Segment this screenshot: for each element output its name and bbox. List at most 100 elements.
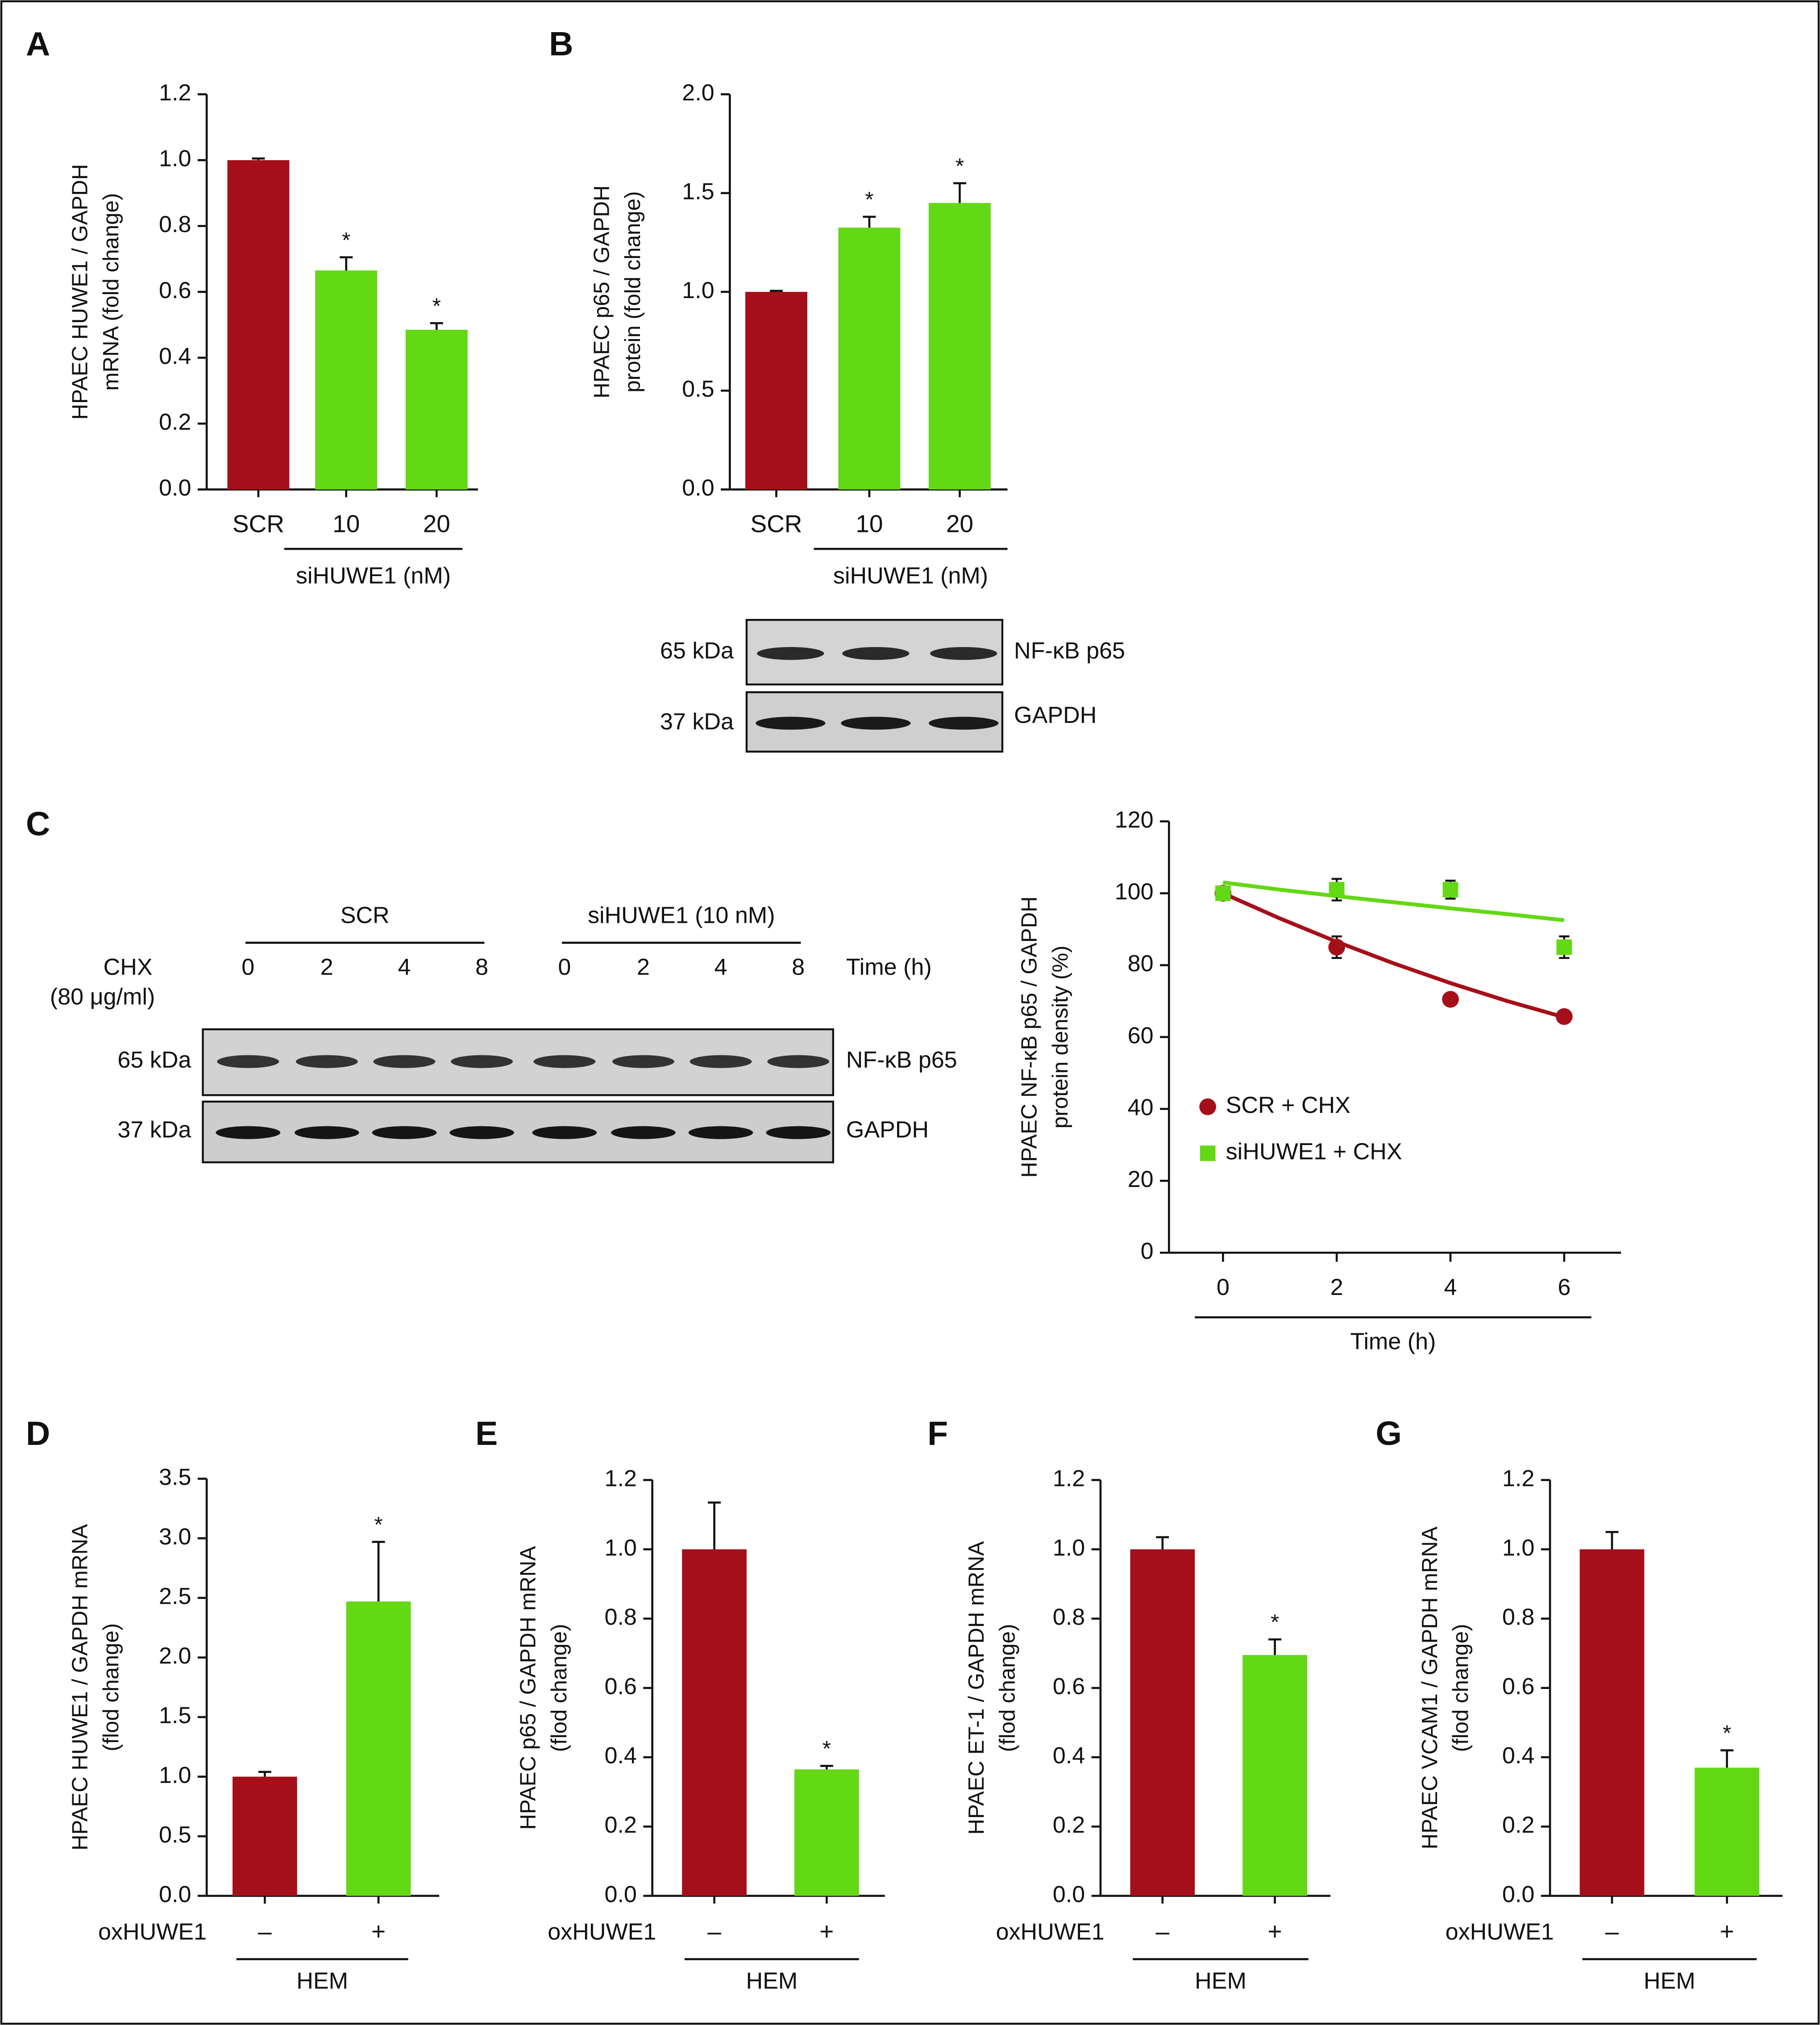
row-label: oxHUWE1 — [996, 1919, 1104, 1945]
group-label: HEM — [1644, 1968, 1695, 1994]
y-axis-label: mRNA (fold change) — [99, 193, 123, 391]
point — [1556, 939, 1572, 955]
blot-size: 37 kDa — [660, 709, 734, 734]
bar — [682, 1549, 747, 1896]
fit-curve — [1222, 880, 1565, 922]
legend-marker — [1200, 1145, 1216, 1161]
row-label: oxHUWE1 — [1446, 1919, 1554, 1945]
blot-band — [841, 717, 911, 730]
error-bar — [820, 1765, 833, 1770]
point — [1328, 938, 1345, 956]
x-tick-label: 20 — [946, 510, 973, 537]
y-tick-label: 0.6 — [1053, 1673, 1085, 1699]
point — [1442, 882, 1458, 898]
y-tick-label: 0.8 — [159, 212, 191, 237]
error-bar — [953, 182, 966, 203]
y-tick-label: 0.4 — [1502, 1743, 1534, 1769]
y-tick-label: 0.0 — [604, 1881, 636, 1907]
y-tick-label: 60 — [1128, 1023, 1154, 1049]
error-bar — [1156, 1536, 1169, 1550]
y-axis-label: (flod change) — [1448, 1624, 1473, 1752]
y-tick-label: 1.0 — [682, 278, 714, 303]
blot-band — [295, 1055, 358, 1068]
y-tick-label: 1.0 — [159, 1762, 191, 1788]
y-tick-label: 2.5 — [159, 1584, 191, 1610]
y-tick-label: 0.0 — [1053, 1881, 1085, 1907]
y-axis-label: protein (fold change) — [620, 191, 645, 392]
y-tick-label: 1.2 — [604, 1465, 636, 1491]
y-tick-label: 0.0 — [682, 475, 714, 501]
bar — [346, 1601, 411, 1896]
point — [1329, 882, 1345, 898]
y-tick-label: 1.0 — [159, 146, 191, 172]
error-bar — [1268, 1638, 1282, 1655]
y-tick-label: 0.4 — [1053, 1743, 1085, 1769]
blot-band — [756, 717, 826, 730]
y-tick-label: 1.2 — [1502, 1465, 1534, 1491]
y-axis-label: HPAEC HUWE1 / GAPDH mRNA — [67, 1524, 92, 1851]
blot-band — [928, 717, 999, 730]
fit-curve — [1222, 891, 1565, 1019]
x-tick-label: – — [1605, 1917, 1619, 1945]
lane-label: 2 — [637, 954, 650, 980]
y-tick-label: 80 — [1128, 951, 1154, 977]
y-tick-label: 0.6 — [604, 1673, 636, 1699]
significance-mark: * — [1723, 1721, 1731, 1746]
blot-band — [688, 1126, 753, 1139]
y-tick-label: 0.0 — [159, 475, 191, 501]
x-tick-label: SCR — [233, 510, 284, 537]
bar — [315, 270, 378, 490]
x-tick-label: 4 — [1444, 1274, 1457, 1300]
y-tick-label: 0.8 — [1053, 1604, 1085, 1630]
blot-band — [294, 1126, 359, 1139]
y-tick-label: 3.0 — [159, 1524, 191, 1550]
y-axis-label: (flod change) — [547, 1624, 571, 1752]
y-tick-label: 3.5 — [159, 1465, 191, 1490]
blot-band — [767, 1055, 830, 1068]
error-bar — [340, 256, 353, 271]
y-tick-label: 0.2 — [159, 409, 191, 435]
x-tick-label: + — [371, 1917, 386, 1945]
y-tick-label: 40 — [1128, 1095, 1154, 1120]
y-tick-label: 0.6 — [1502, 1673, 1534, 1699]
error-bar — [1605, 1531, 1619, 1550]
lane-label: 0 — [558, 954, 571, 980]
panel-letter: G — [1375, 1415, 1402, 1452]
y-axis-label: HPAEC NF-κB p65 / GAPDH — [1017, 896, 1042, 1178]
lane-axis-label: Time (h) — [846, 954, 932, 980]
y-tick-label: 1.0 — [1502, 1535, 1534, 1561]
significance-mark: * — [342, 228, 350, 253]
blot-protein: GAPDH — [1014, 702, 1097, 728]
y-axis-label: (flod change) — [99, 1623, 123, 1751]
point — [1555, 1008, 1573, 1025]
lane-label: 4 — [398, 954, 411, 980]
row-label: oxHUWE1 — [98, 1919, 207, 1945]
y-tick-label: 1.0 — [1053, 1535, 1085, 1561]
y-tick-label: 0.8 — [604, 1604, 636, 1630]
y-tick-label: 20 — [1128, 1166, 1154, 1192]
significance-mark: * — [956, 154, 964, 178]
legend-marker — [1199, 1098, 1216, 1116]
blot-protein: NF-κB p65 — [1014, 638, 1125, 664]
blot-band — [217, 1055, 279, 1068]
blot-protein: NF-κB p65 — [846, 1047, 957, 1073]
y-tick-label: 1.2 — [159, 80, 191, 106]
bar — [794, 1769, 859, 1896]
significance-mark: * — [823, 1737, 831, 1761]
error-bar — [252, 157, 265, 160]
y-axis-label: HPAEC p65 / GAPDH mRNA — [516, 1546, 540, 1830]
bar — [1130, 1549, 1195, 1896]
y-axis-label: protein density (%) — [1048, 946, 1072, 1129]
point — [1215, 885, 1231, 901]
bar — [1695, 1768, 1759, 1896]
y-tick-label: 0 — [1141, 1238, 1154, 1264]
error-bar — [1720, 1749, 1734, 1768]
y-tick-label: 0.0 — [1502, 1881, 1534, 1907]
bar — [838, 228, 901, 490]
x-axis-label: Time (h) — [1350, 1329, 1436, 1355]
panel-letter: B — [549, 25, 573, 62]
legend-label: SCR + CHX — [1226, 1092, 1350, 1118]
